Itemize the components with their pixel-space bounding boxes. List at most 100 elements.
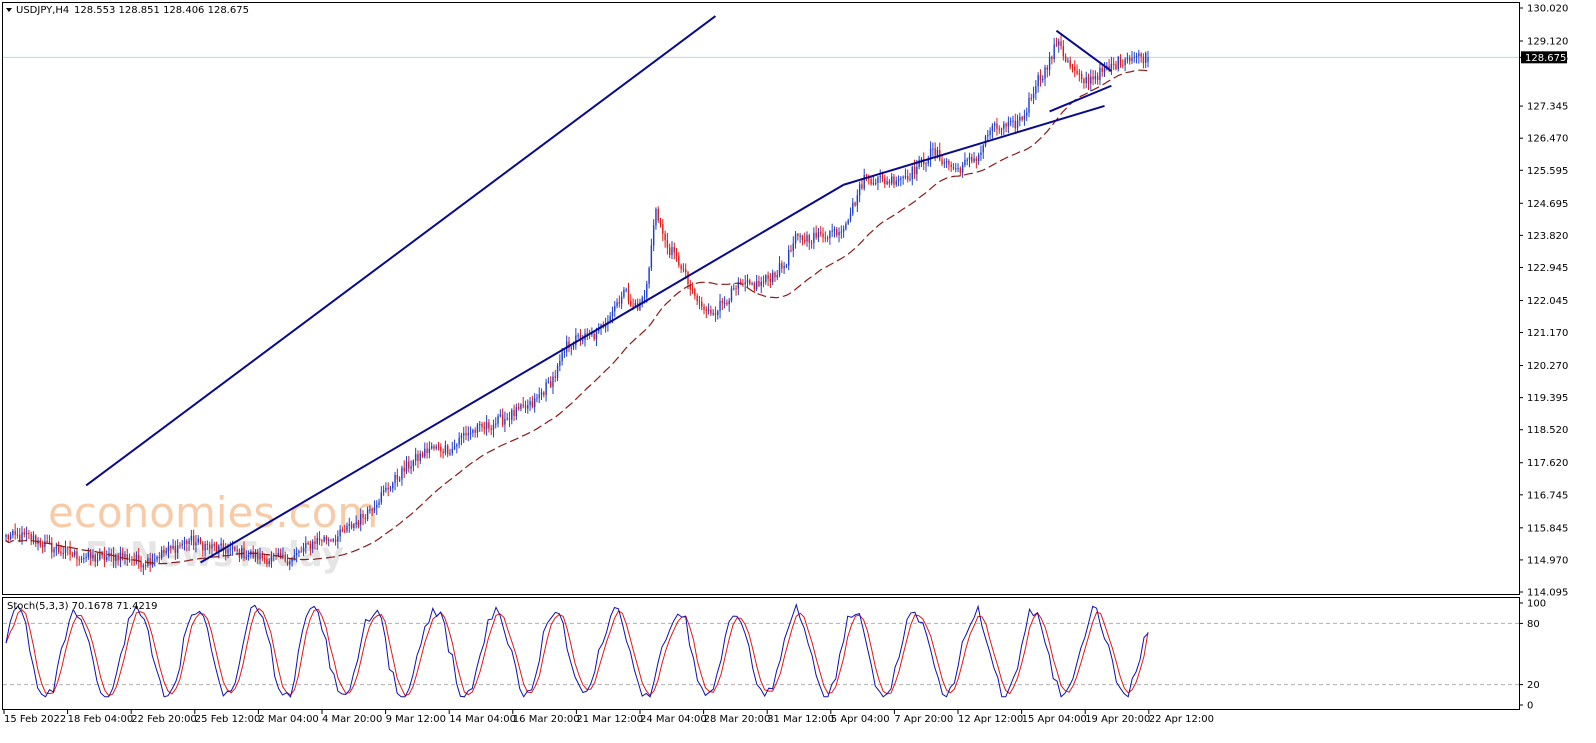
candle-body (1128, 57, 1131, 62)
candle-body (403, 467, 405, 472)
candle-body (993, 123, 996, 126)
candle-body (517, 407, 520, 409)
candle-body (449, 453, 451, 455)
trendline-channel-lower[interactable] (200, 183, 845, 564)
stoch-pane-frame (2, 597, 1520, 710)
candle-body (60, 551, 62, 554)
candle-body (41, 545, 44, 547)
candle-body (652, 225, 655, 246)
candle-body (662, 224, 664, 234)
candle-body (582, 339, 584, 342)
price-tick-label: 123.820 (1527, 231, 1568, 242)
candle-body (1028, 97, 1030, 113)
candle-body (1019, 116, 1021, 121)
candle-body (179, 545, 181, 547)
candle-body (893, 176, 895, 185)
candle-body (755, 281, 758, 290)
candle-body (678, 255, 680, 266)
candle-body (1016, 120, 1019, 129)
candle-body (913, 166, 916, 175)
candle-body (266, 558, 268, 565)
candle-body (64, 547, 67, 554)
candle-body (1064, 56, 1067, 62)
candle-body (733, 288, 735, 290)
trendline-pennant-lower[interactable] (1049, 84, 1112, 113)
time-tick-label: 21 Mar 12:00 (576, 714, 643, 725)
candle-body (778, 263, 781, 276)
candle-body (1051, 56, 1053, 60)
price-tick-label: 122.045 (1527, 296, 1568, 307)
candle-body (330, 539, 332, 541)
candle-body (199, 538, 202, 543)
candle-body (142, 565, 145, 568)
dropdown-triangle-icon[interactable] (6, 8, 12, 12)
candle-body (895, 180, 897, 185)
stoch-tick-label: 80 (1527, 619, 1540, 630)
candle-body (618, 302, 621, 304)
price-tick-label: 130.020 (1527, 4, 1568, 15)
trendline-channel-upper[interactable] (85, 15, 717, 487)
candle-body (806, 235, 808, 242)
time-tick-label: 4 Mar 20:00 (322, 714, 382, 725)
candle-body (936, 150, 939, 156)
candle-body (1012, 120, 1014, 122)
candle-body (513, 410, 515, 416)
candle-body (446, 445, 449, 455)
candle-body (595, 331, 598, 340)
candle-body (234, 546, 236, 551)
candle-body (694, 289, 696, 296)
candle-body (257, 551, 259, 560)
candle-body (1069, 60, 1071, 67)
candle-body (428, 448, 431, 454)
candle-body (854, 202, 856, 206)
candle-body (925, 163, 927, 165)
candle-body (366, 509, 369, 520)
candle-body (723, 302, 726, 304)
candle-body (563, 351, 566, 353)
candle-body (316, 538, 318, 544)
trendline-pennant-upper[interactable] (1055, 29, 1112, 72)
candle-body (410, 466, 412, 469)
time-tick-label: 25 Feb 12:00 (195, 714, 261, 725)
candle-body (785, 265, 788, 267)
candle-body (769, 278, 772, 282)
candle-body (334, 539, 337, 542)
candle-body (369, 509, 371, 511)
price-tick-label: 121.170 (1527, 328, 1568, 339)
candle-body (579, 335, 582, 342)
candle-body (586, 333, 589, 335)
candle-body (957, 168, 959, 170)
candle-body (224, 549, 227, 554)
time-tick-label: 16 Mar 20:00 (513, 714, 580, 725)
candle-body (144, 565, 147, 567)
candle-body (1039, 75, 1042, 81)
trendline-channel-lower-ext[interactable] (843, 104, 1105, 186)
price-tick-label: 129.120 (1527, 37, 1568, 48)
candle-body (364, 517, 367, 520)
candle-body (405, 461, 408, 472)
candle-body (719, 300, 721, 312)
watermark-economies: economies.com (48, 488, 378, 537)
candle-body (197, 538, 199, 543)
candle-body (501, 414, 504, 425)
candle-body (1030, 97, 1032, 99)
trendlines[interactable] (85, 15, 1112, 564)
candle-body (1083, 79, 1085, 84)
candle-body (131, 559, 133, 561)
candle-body (412, 460, 415, 467)
candle-body (787, 250, 790, 266)
candle-body (16, 534, 19, 536)
candle-body (781, 263, 783, 269)
candle-body (32, 535, 35, 540)
candle-body (666, 240, 669, 248)
price-tick-label: 127.345 (1527, 102, 1568, 113)
candle-body (7, 534, 9, 540)
candle-body (900, 178, 902, 180)
candle-body (879, 176, 881, 178)
candle-body (923, 159, 925, 165)
candle-body (245, 556, 248, 559)
candle-body (966, 159, 968, 161)
candle-body (476, 424, 479, 433)
